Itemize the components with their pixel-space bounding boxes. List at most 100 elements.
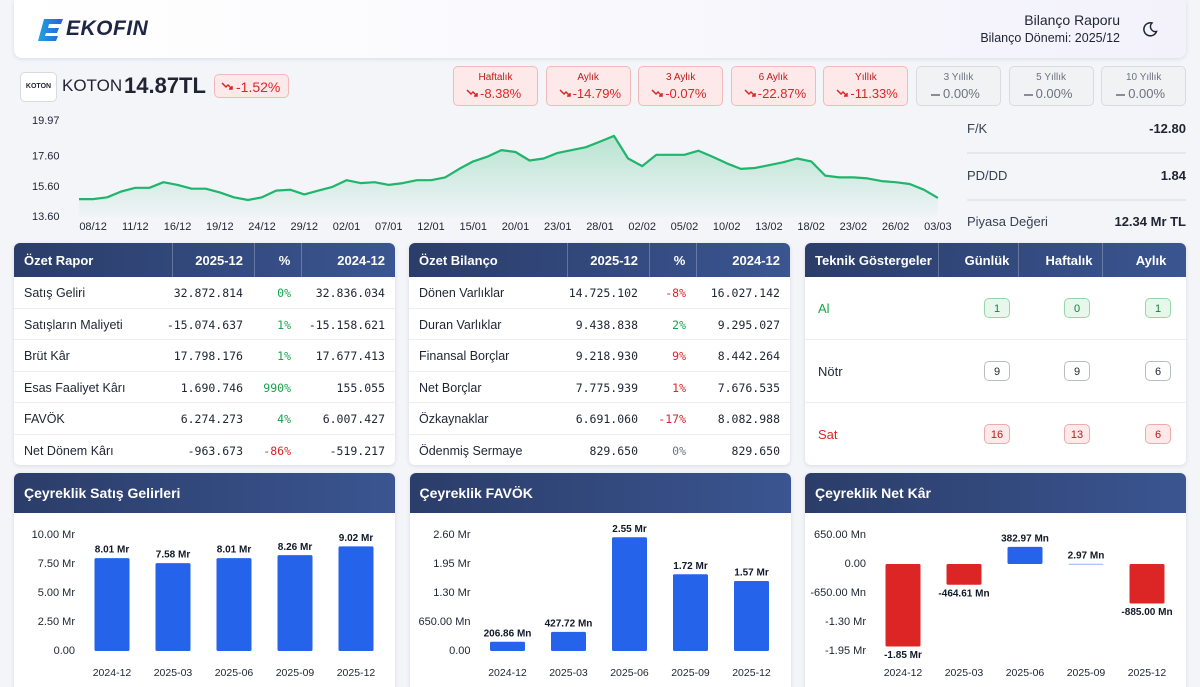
stock-change: -1.52% [236, 79, 281, 95]
return-box: 5 Yıllık 0.00% [1008, 66, 1094, 106]
row-label: Finansal Borçlar [419, 349, 510, 364]
cell-previous: 829.650 [731, 444, 780, 458]
summary-table: Özet Rapor 2025-12% 2024-12 Satış Geliri 32.… [14, 243, 395, 465]
return-label: 10 Yıllık [1125, 72, 1162, 83]
header-divider [938, 243, 939, 277]
signal-count: 13 [1064, 424, 1090, 444]
signal-count: 6 [1145, 424, 1171, 444]
x-tick-label: 24/12 [248, 221, 276, 233]
cell-change: 4% [277, 412, 291, 427]
cell-current: 6.274.273 [180, 412, 243, 427]
cell-previous: -519.217 [329, 444, 385, 458]
table-header: Teknik Göstergeler Günlük Haftalık Aylık [805, 243, 1186, 277]
cell-previous: 8.442.264 [717, 349, 780, 364]
theme-toggle[interactable] [1142, 21, 1158, 37]
table-row: Net Dönem Kârı -963.673 -86% -519.217 [14, 435, 395, 465]
return-label: 3 Yıllık [943, 72, 974, 83]
table-row: Ödenmiş Sermaye 829.650 0% 829.650 [409, 435, 790, 465]
return-value: -8.38% [480, 86, 522, 101]
table-header: Özet Bilanço 2025-12% 2024-12 [409, 243, 790, 277]
metric-value: 1.84 [1160, 167, 1186, 183]
row-label: Özkaynaklar [419, 412, 489, 427]
return-label: Haftalık [478, 72, 513, 83]
row-label: Brüt Kâr [24, 349, 70, 364]
return-box: Aylık -14.79% [545, 66, 631, 106]
return-box: Haftalık -8.38% [453, 66, 538, 106]
arrow-path [651, 89, 663, 97]
logo-icon [38, 19, 63, 41]
return-value: -14.79% [572, 86, 622, 101]
cell-current: -963.673 [187, 444, 243, 458]
table-header: Özet Rapor 2025-12% 2024-12 [14, 243, 395, 277]
stock-name: KOTON [62, 76, 123, 95]
signal-count: 9 [984, 361, 1010, 381]
flat-dash [1023, 94, 1033, 96]
table-row: Finansal Borçlar 9.218.930 9% 8.442.264 [409, 340, 790, 372]
cell-current: 7.775.939 [575, 380, 638, 395]
return-box: 3 Yıllık 0.00% [916, 66, 1001, 106]
signal-row: Al 1 0 1 [805, 277, 1186, 340]
arrow-path [836, 89, 849, 97]
metric-value: -12.80 [1149, 121, 1186, 136]
row-label: Satışların Maliyeti [24, 317, 123, 332]
cell-current: 9.218.930 [575, 349, 638, 364]
x-tick-label: 02/01 [333, 221, 361, 233]
return-box: 3 Aylık -0.07% [638, 66, 724, 106]
metric-label: F/K [967, 121, 988, 136]
cell-change: -8% [665, 286, 686, 300]
table-title: Teknik Göstergeler [815, 253, 932, 268]
return-value: -11.33% [850, 86, 898, 101]
price-area [79, 135, 938, 217]
metric-divider [967, 198, 1186, 201]
panel-header: Çeyreklik FAVÖK [409, 473, 791, 513]
panel-title: Çeyreklik Satış Gelirleri [24, 485, 181, 501]
flat-dash [1116, 94, 1126, 96]
x-tick-label: 20/01 [502, 221, 530, 233]
chart-panel: Çeyreklik FAVÖK [409, 473, 791, 687]
y-tick-label: 17.60 [32, 151, 60, 163]
x-tick-label: 12/01 [417, 221, 445, 233]
cell-previous: 9.295.027 [717, 317, 780, 332]
panel-header: Çeyreklik Net Kâr [805, 473, 1186, 513]
x-tick-label: 03/03 [924, 221, 952, 233]
x-tick-label: 26/02 [882, 221, 910, 233]
metric-value: 12.34 Mr TL [1114, 214, 1186, 229]
cell-change: 0% [672, 444, 686, 458]
metric-label: Piyasa Değeri [967, 214, 1048, 229]
header-divider [172, 243, 173, 277]
signal-count: 9 [1064, 361, 1090, 381]
arrow-path [744, 89, 756, 97]
table-row: Dönen Varlıklar 14.725.102 -8% 16.027.142 [409, 277, 790, 309]
signal-count: 1 [984, 298, 1010, 318]
column-header: % [278, 253, 291, 268]
return-value: 0.00% [1128, 86, 1166, 101]
y-tick-label: 19.97 [32, 115, 60, 127]
x-tick-label: 07/01 [375, 221, 403, 233]
signal-count: 16 [984, 424, 1010, 444]
panel-title: Çeyreklik Net Kâr [815, 485, 931, 501]
report-title: Bilanço Raporu [1024, 12, 1120, 28]
y-tick-label: 13.60 [32, 211, 60, 223]
return-value: 0.00% [1035, 86, 1073, 101]
logo-text: EKOFIN [66, 17, 149, 40]
x-tick-label: 13/02 [755, 221, 783, 233]
cell-change: -86% [263, 444, 291, 458]
return-value: -22.87% [757, 86, 807, 101]
cell-previous: 7.676.535 [717, 380, 780, 395]
header-divider [254, 243, 255, 277]
chart-panel: Çeyreklik Satış Gelirleri [14, 473, 395, 687]
return-label: Aylık [577, 72, 599, 83]
header-divider [1018, 243, 1019, 277]
cell-previous: 17.677.413 [315, 349, 385, 364]
table-row: FAVÖK 6.274.273 4% 6.007.427 [14, 403, 395, 435]
x-tick-label: 23/02 [840, 221, 868, 233]
x-tick-label: 11/12 [122, 221, 149, 233]
return-box: 10 Yıllık 0.00% [1101, 66, 1187, 106]
cell-previous: 16.027.142 [710, 286, 780, 300]
panel-header: Çeyreklik Satış Gelirleri [14, 473, 395, 513]
row-label: Satış Geliri [24, 286, 86, 300]
x-tick-label: 02/02 [628, 221, 656, 233]
column-header: 2025-12 [195, 253, 243, 268]
cell-change: 1% [277, 317, 291, 332]
cell-change: 2% [672, 317, 686, 332]
